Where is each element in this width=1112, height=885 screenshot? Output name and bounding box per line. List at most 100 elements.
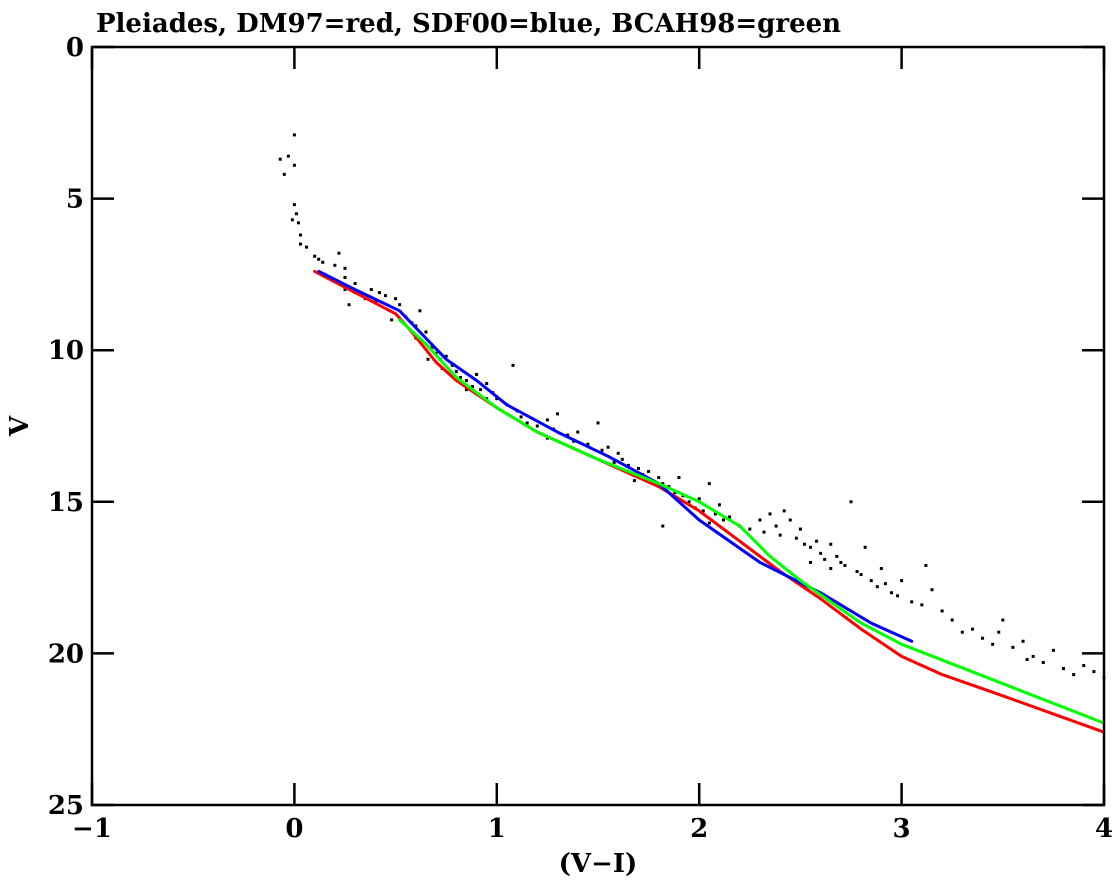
- star-point: [424, 330, 428, 334]
- star-point: [920, 603, 924, 607]
- star-point: [900, 579, 904, 583]
- star-point: [458, 375, 462, 379]
- star-point: [353, 281, 357, 285]
- star-point: [778, 533, 782, 537]
- y-tick-label: 15: [48, 488, 84, 518]
- star-point: [626, 463, 630, 467]
- star-point: [1031, 654, 1035, 658]
- star-point: [673, 491, 677, 495]
- star-point: [333, 263, 337, 267]
- x-tick-label: 4: [1095, 814, 1112, 844]
- star-point: [794, 536, 798, 540]
- star-point: [586, 442, 590, 446]
- axis-ticks: −1 0 1 2 3 4 0 5 10 15 20 25: [48, 33, 1112, 844]
- star-point: [869, 579, 873, 583]
- star-point: [981, 636, 985, 640]
- star-point: [855, 570, 859, 574]
- star-point: [343, 266, 347, 270]
- star-point: [398, 303, 402, 307]
- star-point: [1025, 657, 1029, 661]
- star-point: [924, 563, 928, 567]
- star-point: [889, 591, 893, 595]
- x-axis-label: (V−I): [559, 849, 638, 879]
- star-point: [525, 421, 529, 425]
- star-point: [883, 582, 887, 586]
- star-point: [343, 275, 347, 279]
- star-point: [292, 133, 296, 137]
- star-point: [661, 524, 665, 528]
- star-point: [843, 563, 847, 567]
- star-point: [454, 369, 458, 373]
- star-point: [863, 545, 867, 549]
- star-point: [707, 482, 711, 486]
- star-point: [835, 554, 839, 558]
- star-points: [278, 133, 1106, 680]
- star-point: [1092, 670, 1096, 674]
- star-point: [1021, 639, 1025, 643]
- star-point: [566, 433, 570, 437]
- star-point: [960, 630, 964, 634]
- star-point: [426, 357, 430, 361]
- star-point: [343, 288, 347, 292]
- star-point: [1011, 645, 1015, 649]
- star-point: [859, 573, 863, 577]
- star-point: [418, 309, 422, 313]
- star-point: [369, 288, 373, 292]
- star-point: [647, 469, 651, 473]
- star-point: [879, 567, 883, 571]
- y-tick-label: 10: [48, 336, 84, 366]
- star-point: [1051, 648, 1055, 652]
- x-tick-label: −1: [72, 814, 112, 844]
- star-point: [661, 482, 665, 486]
- star-point: [707, 521, 711, 525]
- star-point: [296, 221, 300, 225]
- star-point: [940, 609, 944, 613]
- star-point: [390, 318, 394, 322]
- sdf00-line: [317, 269, 914, 643]
- star-point: [290, 218, 294, 222]
- star-point: [950, 618, 954, 622]
- star-point: [383, 294, 387, 298]
- star-point: [632, 479, 636, 483]
- y-tick-label: 20: [48, 639, 84, 669]
- star-point: [1082, 664, 1086, 668]
- star-point: [839, 560, 843, 564]
- star-point: [896, 594, 900, 598]
- star-point: [298, 242, 302, 246]
- star-point: [809, 560, 813, 564]
- star-point: [444, 354, 448, 358]
- star-point: [677, 476, 681, 480]
- star-point: [317, 257, 321, 261]
- y-tick-label: 0: [66, 33, 84, 63]
- star-point: [970, 627, 974, 631]
- star-point: [475, 372, 479, 376]
- star-point: [347, 303, 351, 307]
- star-point: [394, 297, 398, 301]
- star-point: [620, 457, 624, 461]
- star-point: [728, 515, 732, 519]
- star-point: [576, 430, 580, 434]
- star-point: [930, 588, 934, 592]
- star-point: [1041, 660, 1045, 664]
- star-point: [788, 518, 792, 522]
- star-point: [819, 551, 823, 555]
- star-point: [612, 460, 616, 464]
- x-tick-label: 0: [285, 814, 303, 844]
- plot-frame: [90, 45, 1106, 807]
- star-point: [636, 466, 640, 470]
- star-point: [294, 212, 298, 216]
- star-point: [464, 388, 468, 392]
- star-point: [721, 518, 725, 522]
- star-point: [282, 172, 286, 176]
- y-axis-label: V: [5, 415, 35, 437]
- star-point: [292, 203, 296, 207]
- star-point: [305, 245, 309, 249]
- star-point: [748, 527, 752, 531]
- star-point: [713, 512, 717, 516]
- star-point: [997, 630, 1001, 634]
- star-point: [774, 524, 778, 528]
- star-point: [802, 542, 806, 546]
- y-tick-label: 25: [48, 791, 84, 821]
- star-point: [511, 363, 515, 367]
